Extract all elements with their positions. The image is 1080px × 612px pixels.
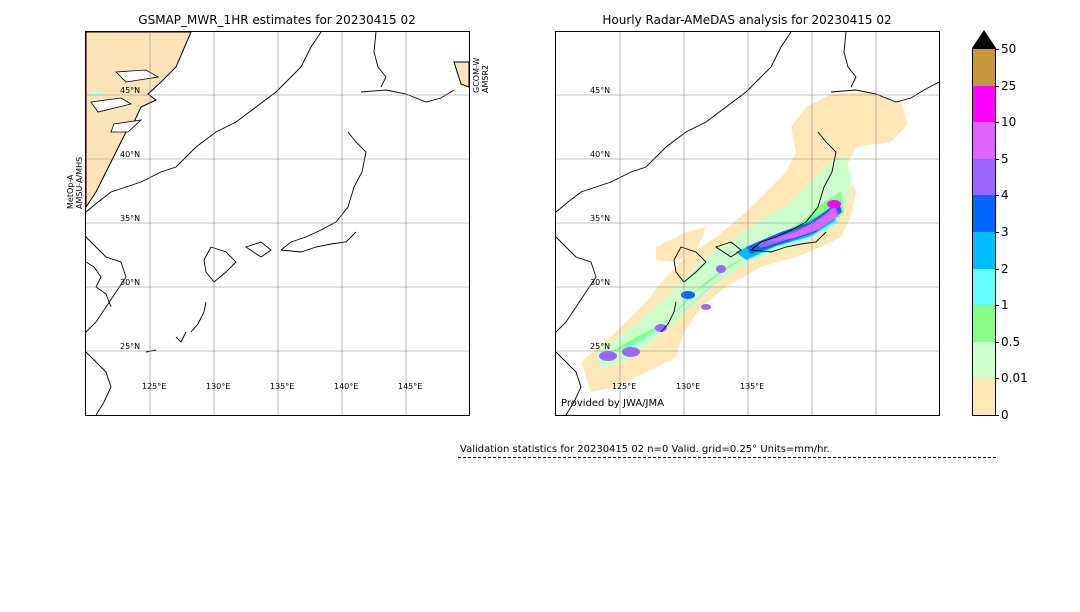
colorbar-segment: [973, 378, 995, 416]
precip-cell-6: [681, 291, 695, 299]
left-sat-line2: AMSU-A/MHS: [75, 156, 84, 209]
precip-25-a: [827, 200, 841, 208]
colorbar-tick: [995, 341, 999, 343]
left-sat-label: MetOp-A AMSU-A/MHS: [66, 157, 84, 209]
colorbar-tick: [995, 415, 999, 416]
precip-cell-5: [716, 265, 726, 273]
left-sat-line1: MetOp-A: [66, 174, 75, 209]
precip-cell-1: [622, 347, 640, 357]
left-swath-gap-1: [115, 69, 160, 83]
left-lat-40: 40°N: [120, 150, 141, 159]
colorbar-tick: [995, 49, 999, 50]
left-swath-east: [453, 61, 469, 88]
left-lon-140: 140°E: [334, 382, 359, 391]
left-lat-45: 45°N: [120, 86, 141, 95]
right-sat-line2: AMSR2: [481, 64, 490, 93]
colorbar-label: 10: [1001, 115, 1017, 130]
left-swath-gap-2: [90, 97, 133, 113]
right-lat-25: 25°N: [590, 342, 611, 351]
colorbar-label: 0.01: [1001, 371, 1028, 386]
colorbar-segment: [973, 232, 995, 270]
left-lon-145: 145°E: [398, 382, 423, 391]
left-map-canvas: [86, 32, 469, 415]
right-map-canvas: [556, 32, 939, 415]
colorbar-label: 3: [1001, 225, 1009, 239]
colorbar-segment: [973, 158, 995, 196]
right-lat-35: 35°N: [590, 214, 611, 223]
left-lat-35: 35°N: [120, 214, 141, 223]
precip-5: [756, 204, 839, 248]
validation-underline: [458, 457, 996, 458]
left-lon-135: 135°E: [270, 382, 295, 391]
precip-cell-4: [701, 304, 711, 310]
left-lat-30: 30°N: [120, 278, 141, 287]
colorbar-label: 50: [1001, 42, 1017, 56]
colorbar-tick: [995, 378, 999, 380]
right-lon-135: 135°E: [740, 382, 765, 391]
colorbar-label: 2: [1001, 261, 1009, 276]
colorbar-segment: [973, 195, 995, 233]
left-green-spot: [91, 90, 103, 96]
left-gridlines: [86, 32, 469, 415]
right-lon-125: 125°E: [612, 382, 637, 391]
precip-05: [596, 157, 852, 370]
validation-text: Validation statistics for 20230415 02 n=…: [460, 444, 830, 455]
colorbar-tick: [995, 158, 999, 160]
colorbar-label: 25: [1001, 78, 1017, 93]
colorbar-tick: [995, 195, 999, 197]
colorbar-label: 1: [1001, 298, 1009, 313]
left-swath-west: [86, 32, 192, 208]
left-lat-25: 25°N: [120, 342, 141, 351]
right-lat-40: 40°N: [590, 150, 611, 159]
left-lon-125: 125°E: [142, 382, 167, 391]
right-lon-130: 130°E: [676, 382, 701, 391]
colorbar-segment: [973, 49, 995, 87]
colorbar-extend-arrow: [972, 30, 996, 48]
colorbar-segment: [973, 305, 995, 343]
colorbar-tick: [995, 305, 999, 307]
right-coastlines: [556, 32, 939, 415]
colorbar-tick: [995, 232, 999, 233]
colorbar-tick: [995, 85, 999, 87]
right-sat-line1: GCOM-W: [472, 57, 481, 93]
colorbar-segment: [973, 85, 995, 123]
colorbar-tick: [995, 268, 999, 270]
credit-label: Provided by JWA/JMA: [561, 398, 664, 409]
left-swath-gap-3: [110, 119, 143, 133]
colorbar-segment: [973, 341, 995, 379]
colorbar-segment: [973, 268, 995, 306]
right-gridlines: [556, 32, 939, 415]
colorbar-segment: [973, 122, 995, 160]
precip-001-west: [656, 227, 706, 262]
colorbar-label: 0.5: [1001, 334, 1021, 349]
colorbar-label: 5: [1001, 151, 1009, 166]
right-sat-label: GCOM-W AMSR2: [472, 58, 490, 93]
colorbar-tick: [995, 122, 999, 124]
right-lat-30: 30°N: [590, 278, 611, 287]
left-lon-130: 130°E: [206, 382, 231, 391]
precip-cell-3: [655, 324, 667, 332]
colorbar-label: 0: [1001, 408, 1009, 422]
colorbar-label: 4: [1001, 188, 1009, 203]
left-coastlines: [86, 32, 455, 415]
precip-10: [766, 208, 838, 242]
right-lat-45: 45°N: [590, 86, 611, 95]
right-panel-title: Hourly Radar-AMeDAS analysis for 2023041…: [602, 13, 892, 27]
precip-cell-2: [599, 351, 617, 361]
right-map: 45°N 40°N 35°N 30°N 25°N 125°E 130°E 135…: [555, 31, 940, 416]
colorbar: [972, 48, 996, 416]
left-panel-title: GSMAP_MWR_1HR estimates for 20230415 02: [138, 13, 416, 27]
left-map: 45°N 40°N 35°N 30°N 25°N 125°E 130°E 135…: [85, 31, 470, 416]
